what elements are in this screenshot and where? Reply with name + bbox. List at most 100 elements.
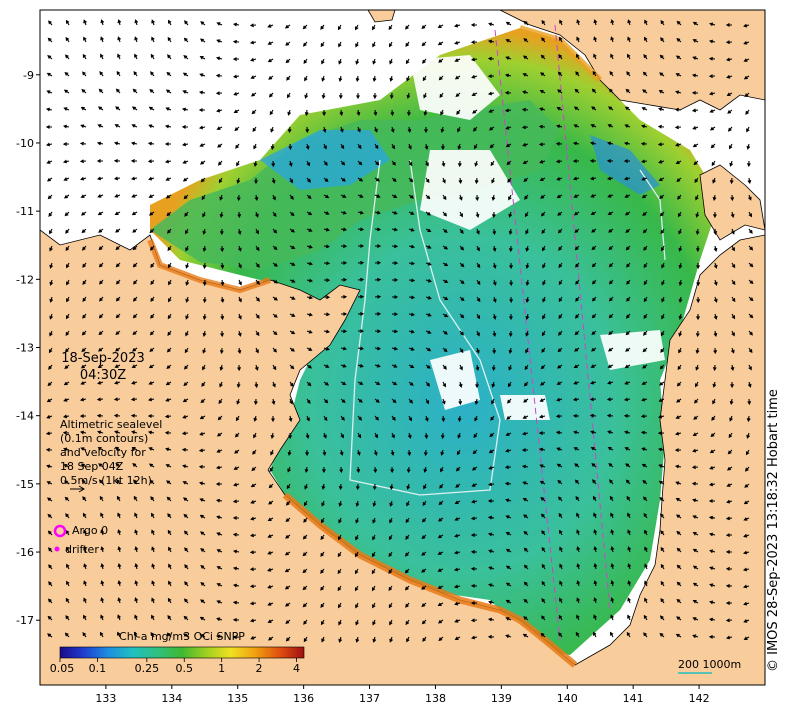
- velocity-arrow: [391, 364, 398, 368]
- velocity-arrow: [539, 159, 546, 164]
- velocity-arrow: [508, 364, 512, 371]
- velocity-arrow: [133, 70, 138, 77]
- velocity-arrow: [357, 398, 363, 403]
- velocity-arrow: [340, 210, 347, 215]
- velocity-arrow: [82, 631, 87, 638]
- velocity-arrow: [408, 194, 415, 199]
- velocity-arrow: [272, 211, 277, 218]
- velocity-arrow: [709, 109, 716, 113]
- velocity-arrow: [391, 143, 395, 150]
- velocity-arrow: [302, 24, 308, 30]
- velocity-arrow: [593, 579, 598, 587]
- velocity-arrow: [661, 245, 665, 252]
- velocity-arrow: [627, 614, 631, 621]
- velocity-arrow: [476, 313, 481, 320]
- velocity-arrow: [96, 397, 104, 402]
- velocity-arrow: [558, 496, 563, 502]
- velocity-arrow: [98, 228, 104, 233]
- x-axis-ticks: 133 134 135 136 137 138 139 140 141 142: [95, 685, 710, 705]
- velocity-arrow: [408, 347, 415, 351]
- velocity-arrow: [455, 483, 461, 488]
- velocity-arrow: [522, 633, 529, 638]
- velocity-arrow: [132, 262, 138, 268]
- velocity-arrow: [540, 496, 546, 502]
- velocity-arrow: [323, 244, 330, 249]
- velocity-arrow: [134, 562, 139, 570]
- velocity-arrow: [709, 566, 716, 570]
- velocity-arrow: [306, 211, 313, 216]
- velocity-arrow: [607, 347, 614, 352]
- velocity-arrow: [100, 597, 104, 604]
- velocity-arrow: [590, 211, 597, 215]
- velocity-arrow: [725, 533, 733, 537]
- velocity-arrow: [199, 56, 206, 60]
- velocity-arrow: [303, 500, 308, 507]
- velocity-arrow: [504, 108, 512, 113]
- velocity-arrow: [591, 279, 597, 285]
- velocity-arrow: [472, 109, 478, 114]
- velocity-arrow: [558, 614, 563, 621]
- velocity-arrow: [81, 88, 87, 94]
- velocity-arrow: [627, 597, 631, 604]
- velocity-arrow: [658, 177, 665, 181]
- velocity-arrow: [220, 296, 225, 304]
- velocity-arrow: [183, 530, 189, 536]
- velocity-arrow: [63, 194, 70, 199]
- velocity-arrow: [406, 500, 410, 507]
- velocity-arrow: [591, 296, 597, 302]
- velocity-arrow: [304, 75, 308, 82]
- velocity-arrow: [708, 56, 716, 61]
- velocity-arrow: [660, 597, 665, 604]
- velocity-arrow: [676, 598, 682, 604]
- velocity-arrow: [357, 227, 365, 232]
- velocity-arrow: [713, 245, 718, 253]
- velocity-arrow: [505, 548, 512, 553]
- velocity-arrow: [80, 463, 87, 468]
- velocity-arrow: [748, 228, 753, 234]
- velocity-arrow: [216, 634, 223, 639]
- velocity-arrow: [286, 483, 291, 490]
- velocity-arrow: [696, 296, 701, 304]
- velocity-arrow: [695, 228, 700, 235]
- velocity-arrow: [746, 143, 751, 150]
- velocity-arrow: [202, 330, 207, 338]
- colorbar-tick-label: 0.25: [135, 662, 160, 675]
- velocity-arrow: [117, 579, 122, 587]
- velocity-arrow: [524, 211, 529, 218]
- velocity-arrow: [97, 176, 104, 181]
- velocity-arrow: [389, 41, 393, 48]
- velocity-arrow: [610, 529, 615, 536]
- velocity-arrow: [306, 194, 312, 199]
- velocity-arrow: [488, 449, 495, 454]
- velocity-arrow: [573, 397, 580, 402]
- velocity-arrow: [116, 479, 121, 485]
- velocity-arrow: [182, 177, 189, 182]
- velocity-arrow: [131, 211, 138, 216]
- velocity-arrow: [708, 39, 716, 44]
- velocity-arrow: [202, 296, 207, 304]
- colorbar-tick-label: 2: [256, 662, 263, 675]
- velocity-arrow: [642, 347, 648, 353]
- velocity-arrow: [542, 296, 546, 303]
- velocity-arrow: [80, 124, 87, 128]
- velocity-arrow: [675, 415, 682, 419]
- velocity-arrow: [676, 530, 682, 536]
- velocity-arrow: [540, 513, 546, 519]
- velocity-arrow: [593, 562, 598, 570]
- velocity-arrow: [708, 499, 715, 503]
- velocity-arrow: [216, 583, 223, 587]
- x-tick-label: 137: [359, 692, 380, 705]
- x-tick-label: 136: [293, 692, 314, 705]
- velocity-arrow: [422, 58, 427, 64]
- velocity-arrow: [306, 312, 313, 317]
- velocity-arrow: [730, 364, 735, 371]
- velocity-arrow: [610, 597, 615, 604]
- argo-label: Argo 0: [72, 524, 109, 537]
- velocity-arrow: [391, 227, 399, 232]
- velocity-arrow: [269, 466, 274, 473]
- velocity-arrow: [644, 597, 648, 604]
- velocity-arrow: [167, 36, 172, 43]
- velocity-arrow: [708, 617, 716, 622]
- velocity-arrow: [199, 616, 206, 621]
- velocity-arrow: [65, 597, 70, 604]
